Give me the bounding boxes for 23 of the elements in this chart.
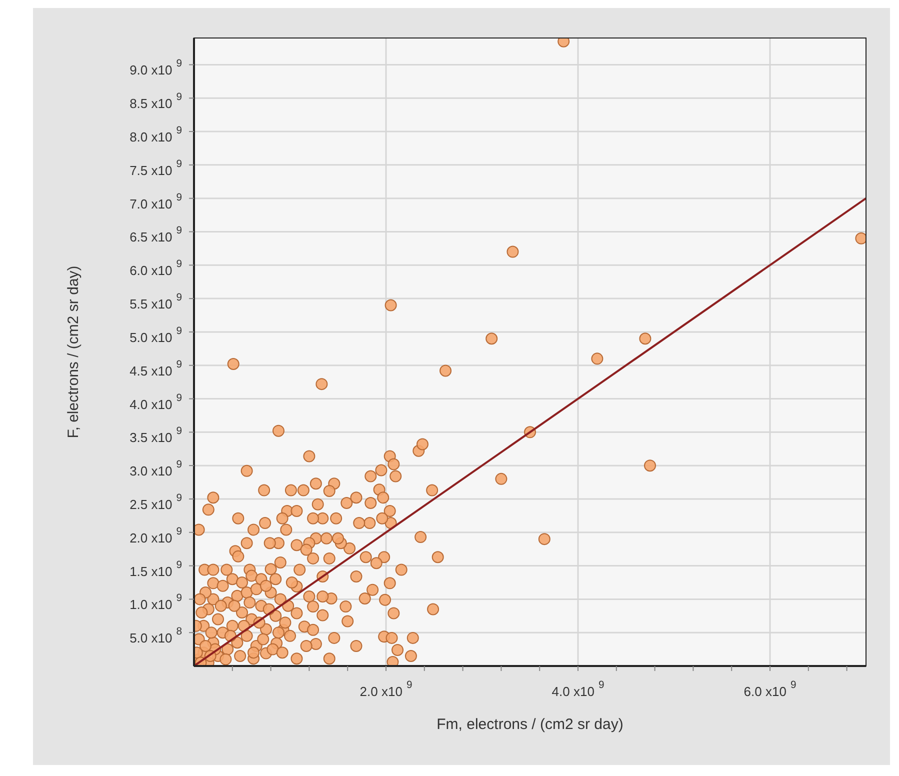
x-axis-title: Fm, electrons / (cm2 sr day) xyxy=(436,716,624,733)
y-tick-label: 7.5 x10$^{9}$ xyxy=(130,158,182,178)
y-tick-label: 9.0 x10$^{9}$ xyxy=(130,58,182,78)
y-tick-label: 3.5 x10$^{9}$ xyxy=(130,426,182,446)
y-tick-label: 8.0 x10$^{9}$ xyxy=(130,126,182,145)
y-tick-label: 7.0 x10$^{9}$ xyxy=(130,192,182,212)
x-tick-label: 2.0 x10$^{9}$ xyxy=(360,680,412,699)
y-tick-label: 4.5 x10$^{9}$ xyxy=(130,359,182,378)
x-tick-label: 4.0 x10$^{9}$ xyxy=(552,680,604,699)
y-tick-label: 6.0 x10$^{9}$ xyxy=(130,259,182,278)
y-axis-title: F, electrons / (cm2 sr day) xyxy=(65,266,82,438)
y-tick-label: 2.0 x10$^{9}$ xyxy=(130,526,182,546)
y-tick-label: 2.5 x10$^{9}$ xyxy=(130,492,182,512)
y-tick-label: 8.5 x10$^{9}$ xyxy=(130,92,182,112)
y-tick-label: 1.5 x10$^{9}$ xyxy=(130,560,182,579)
y-tick-label: 1.0 x10$^{9}$ xyxy=(130,593,182,612)
y-tick-label: 5.0 x10$^{9}$ xyxy=(130,326,182,345)
y-tick-label: 5.0 x10$^{8}$ xyxy=(130,626,182,646)
x-tick-label: 6.0 x10$^{9}$ xyxy=(744,680,796,699)
y-tick-label: 4.0 x10$^{9}$ xyxy=(130,392,182,412)
y-tick-label: 6.5 x10$^{9}$ xyxy=(130,226,182,245)
y-tick-label: 3.0 x10$^{9}$ xyxy=(130,460,182,479)
y-tick-label: 5.5 x10$^{9}$ xyxy=(130,292,182,312)
